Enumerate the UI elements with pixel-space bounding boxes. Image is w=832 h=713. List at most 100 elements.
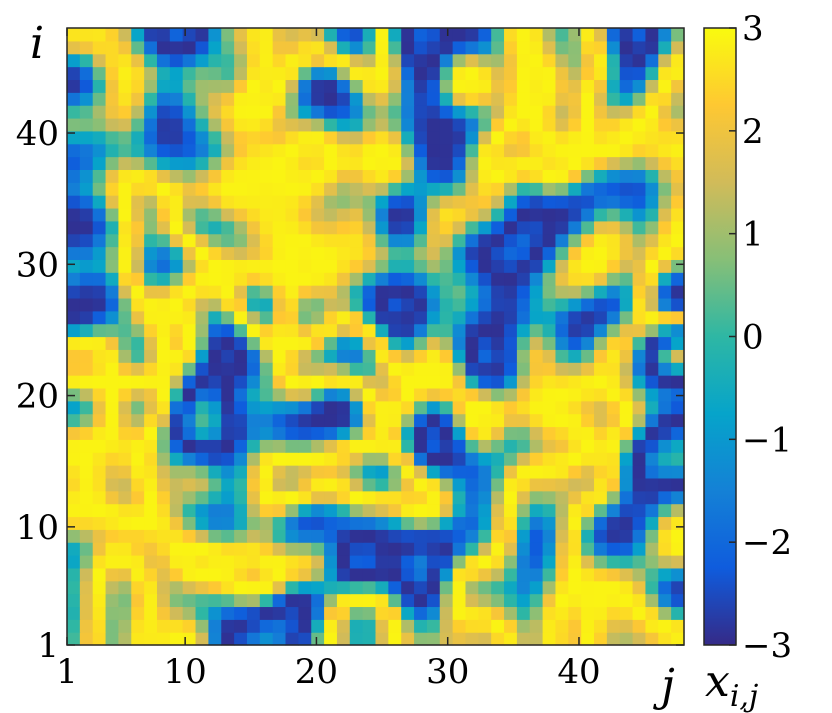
heatmap-cell <box>221 362 235 376</box>
heatmap-cell <box>67 53 81 68</box>
heatmap-cell <box>632 349 647 363</box>
heatmap-cell <box>169 452 184 466</box>
heatmap-cell <box>465 323 479 338</box>
heatmap-cell <box>195 259 209 273</box>
heatmap-cell <box>568 117 582 132</box>
heatmap-cell <box>324 259 338 273</box>
heatmap-cell <box>67 619 81 633</box>
heatmap-cell <box>105 387 120 402</box>
heatmap-cell <box>568 452 582 466</box>
heatmap-cell <box>504 28 518 42</box>
heatmap-cell <box>516 349 531 363</box>
heatmap-cell <box>324 477 338 492</box>
heatmap-cell <box>529 195 544 209</box>
heatmap-cell <box>336 555 351 569</box>
heatmap-cell <box>606 400 621 415</box>
heatmap-cell <box>671 297 685 312</box>
heatmap-cell <box>606 53 621 68</box>
heatmap-cell <box>118 452 132 466</box>
heatmap-cell <box>67 567 81 582</box>
heatmap-cell <box>156 297 171 312</box>
heatmap-cell <box>144 413 158 428</box>
heatmap-cell <box>221 400 235 415</box>
heatmap-cell <box>555 336 569 350</box>
heatmap-cell <box>414 503 428 518</box>
heatmap-cell <box>658 516 672 530</box>
heatmap-cell <box>298 182 312 196</box>
heatmap-cell <box>452 220 467 235</box>
heatmap-cell <box>246 375 261 389</box>
heatmap-cell <box>581 387 595 402</box>
heatmap-cell <box>311 92 325 106</box>
heatmap-cell <box>144 387 158 402</box>
heatmap-cell <box>504 542 518 556</box>
heatmap-cell <box>401 92 415 106</box>
heatmap-cell <box>221 413 235 428</box>
heatmap-cell <box>169 580 184 595</box>
heatmap-cell <box>478 452 492 466</box>
heatmap-cell <box>645 619 659 633</box>
heatmap-cell <box>131 567 145 582</box>
heatmap-cell <box>426 336 441 350</box>
heatmap-cell <box>144 465 158 479</box>
heatmap-cell <box>195 156 209 170</box>
heatmap-cell <box>439 297 454 312</box>
heatmap-cell <box>401 336 415 350</box>
heatmap-cell <box>246 207 261 222</box>
heatmap-cell <box>568 606 582 620</box>
heatmap-cell <box>324 182 338 196</box>
heatmap-cell <box>182 220 197 235</box>
heatmap-cell <box>452 516 467 530</box>
heatmap-cell <box>182 92 197 106</box>
heatmap-cell <box>144 272 158 286</box>
heatmap-cell <box>529 542 544 556</box>
heatmap-cell <box>645 362 659 376</box>
heatmap-cell <box>439 503 454 518</box>
heatmap-cell <box>426 465 441 479</box>
heatmap-cell <box>246 426 261 440</box>
heatmap-cell <box>156 272 171 286</box>
heatmap-cell <box>619 503 634 518</box>
heatmap-cell <box>619 555 634 569</box>
heatmap-cell <box>234 143 248 158</box>
x-tick-label: 20 <box>295 652 338 692</box>
heatmap-cell <box>555 130 569 145</box>
heatmap-cell <box>79 542 94 556</box>
heatmap-cell <box>452 143 467 158</box>
heatmap-cell <box>79 28 94 42</box>
colorbar-tick-label: 2 <box>742 112 764 152</box>
heatmap-cell <box>581 28 595 42</box>
heatmap-cell <box>491 503 505 518</box>
heatmap-cell <box>658 323 672 338</box>
heatmap-cell <box>581 336 595 350</box>
heatmap-cell <box>439 336 454 350</box>
heatmap-cell <box>555 143 569 158</box>
heatmap-cell <box>156 606 171 620</box>
heatmap-cell <box>594 439 608 453</box>
heatmap-cell <box>414 632 428 646</box>
heatmap-cell <box>504 567 518 582</box>
heatmap-cell <box>452 375 467 389</box>
heatmap-cell <box>118 400 132 415</box>
heatmap-cell <box>285 310 299 325</box>
heatmap-cell <box>298 272 312 286</box>
heatmap-cell <box>131 66 145 81</box>
heatmap-cell <box>594 426 608 440</box>
heatmap-cell <box>632 606 647 620</box>
heatmap-cell <box>105 413 120 428</box>
heatmap-cell <box>439 387 454 402</box>
heatmap-cell <box>79 529 94 543</box>
heatmap-cell <box>529 413 544 428</box>
heatmap-cell <box>156 79 171 93</box>
heatmap-cell <box>272 92 287 106</box>
heatmap-cell <box>632 387 647 402</box>
heatmap-cell <box>529 285 544 299</box>
heatmap-cell <box>478 413 492 428</box>
heatmap-cell <box>375 606 389 620</box>
heatmap-cell <box>182 555 197 569</box>
heatmap-cell <box>195 195 209 209</box>
heatmap-cell <box>259 632 274 646</box>
heatmap-cell <box>169 542 184 556</box>
heatmap-cell <box>375 66 389 81</box>
